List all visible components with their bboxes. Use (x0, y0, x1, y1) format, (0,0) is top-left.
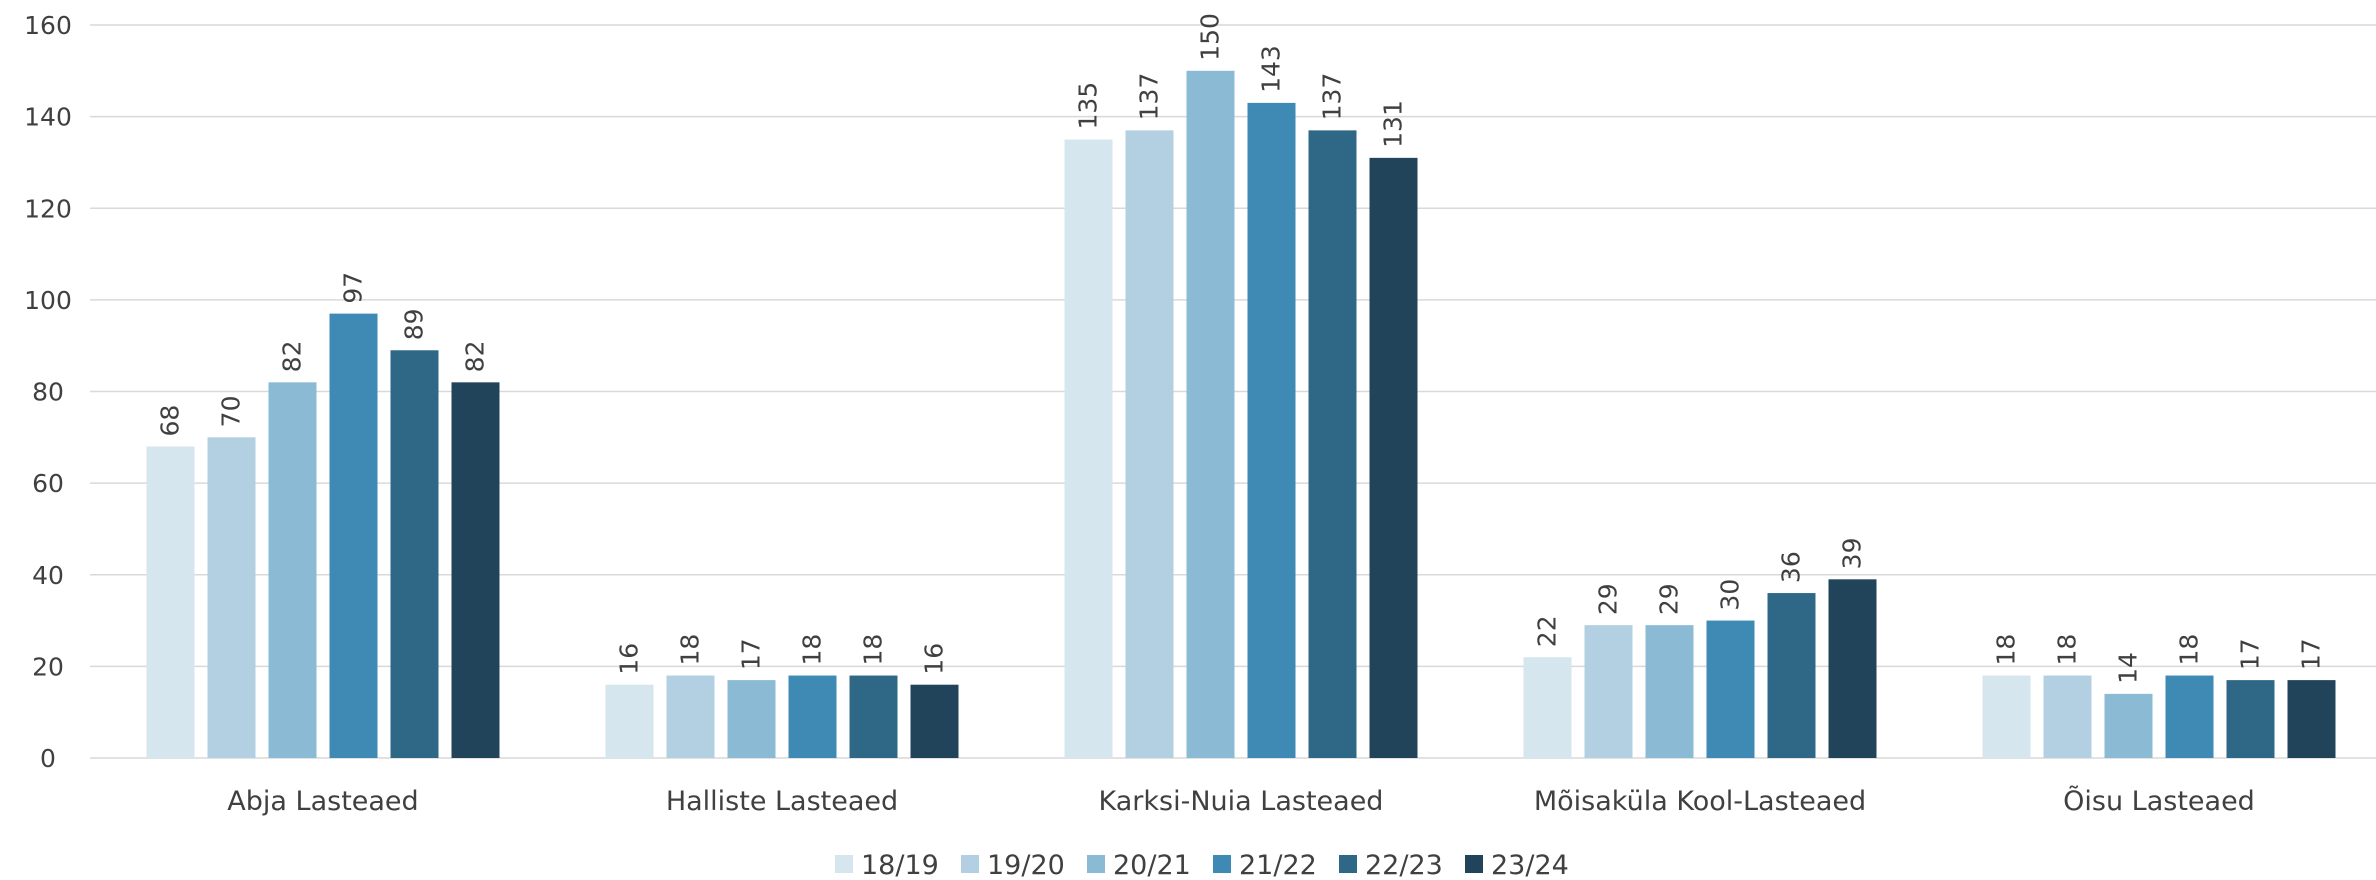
data-label: 18 (2053, 634, 2082, 666)
bar (667, 676, 715, 758)
data-label: 39 (1838, 538, 1867, 570)
category-label: Mõisaküla Kool-Lasteaed (1534, 786, 1866, 817)
y-tick-label: 120 (24, 194, 72, 223)
data-label: 89 (400, 308, 429, 340)
data-label: 82 (461, 341, 490, 373)
x-axis: Abja Lasteaed Halliste Lasteaed Karksi-Nui… (227, 785, 2255, 817)
bar (789, 676, 837, 758)
data-label: 17 (2236, 638, 2265, 670)
legend-swatch (961, 855, 979, 873)
bar (1707, 621, 1755, 758)
bar (2227, 680, 2275, 758)
bar (2044, 676, 2092, 758)
bar (1248, 103, 1296, 758)
bar (1829, 579, 1877, 758)
bar (1126, 130, 1174, 758)
legend-label: 21/22 (1239, 850, 1317, 880)
y-tick-label: 40 (32, 561, 64, 590)
data-label: 17 (2297, 638, 2326, 670)
data-label: 18 (1992, 634, 2021, 666)
data-label: 97 (339, 272, 368, 304)
bar (1187, 71, 1235, 758)
bar (850, 676, 898, 758)
data-label: 14 (2114, 652, 2143, 684)
data-label: 18 (798, 634, 827, 666)
data-label: 18 (2175, 634, 2204, 666)
legend-label: 20/21 (1113, 850, 1191, 880)
legend: 18/19 19/20 20/21 21/22 22/23 23/24 (835, 850, 1569, 880)
category-label: Õisu Lasteaed (2063, 785, 2255, 817)
y-tick-label: 140 (24, 103, 72, 132)
bar (452, 382, 500, 758)
data-label: 137 (1135, 73, 1164, 121)
legend-swatch (835, 855, 853, 873)
bar (2288, 680, 2336, 758)
y-axis: 0 20 40 60 80 100 120 140 160 (24, 11, 72, 773)
data-label: 137 (1318, 73, 1347, 121)
legend-swatch (1213, 855, 1231, 873)
legend-label: 22/23 (1365, 850, 1443, 880)
bar (1983, 676, 2031, 758)
bar (1524, 657, 1572, 758)
bar (330, 314, 378, 758)
data-label: 135 (1074, 82, 1103, 130)
legend-swatch (1465, 855, 1483, 873)
data-label: 16 (920, 643, 949, 675)
bar (2166, 676, 2214, 758)
bar (2105, 694, 2153, 758)
y-tick-label: 60 (32, 469, 64, 498)
category-label: Karksi-Nuia Lasteaed (1099, 786, 1384, 817)
data-label: 82 (278, 341, 307, 373)
data-label: 143 (1257, 45, 1286, 93)
legend-label: 18/19 (861, 850, 939, 880)
y-tick-label: 100 (24, 286, 72, 315)
data-label: 30 (1716, 579, 1745, 611)
data-label: 22 (1533, 615, 1562, 647)
bar (391, 350, 439, 758)
data-label: 17 (737, 638, 766, 670)
bar (728, 680, 776, 758)
bar (269, 382, 317, 758)
legend-label: 23/24 (1491, 850, 1569, 880)
data-label: 29 (1655, 583, 1684, 615)
bar (1309, 130, 1357, 758)
data-label: 131 (1379, 100, 1408, 148)
bar (208, 437, 256, 758)
data-label: 29 (1594, 583, 1623, 615)
data-label: 68 (156, 405, 185, 437)
data-label: 36 (1777, 551, 1806, 583)
data-label: 70 (217, 396, 246, 428)
bar (1768, 593, 1816, 758)
bar (1370, 158, 1418, 758)
data-label: 18 (676, 634, 705, 666)
category-label: Halliste Lasteaed (666, 786, 898, 817)
bar (911, 685, 959, 758)
y-tick-label: 80 (32, 378, 64, 407)
bar (1585, 625, 1633, 758)
legend-swatch (1087, 855, 1105, 873)
bar (1646, 625, 1694, 758)
legend-label: 19/20 (987, 850, 1065, 880)
data-label: 150 (1196, 13, 1225, 61)
bar (606, 685, 654, 758)
y-tick-label: 20 (32, 652, 64, 681)
y-tick-label: 0 (40, 744, 56, 773)
y-tick-label: 160 (24, 11, 72, 40)
category-label: Abja Lasteaed (227, 786, 418, 817)
data-label: 16 (615, 643, 644, 675)
bar (147, 446, 195, 758)
legend-swatch (1339, 855, 1357, 873)
bar (1065, 140, 1113, 758)
data-label: 18 (859, 634, 888, 666)
